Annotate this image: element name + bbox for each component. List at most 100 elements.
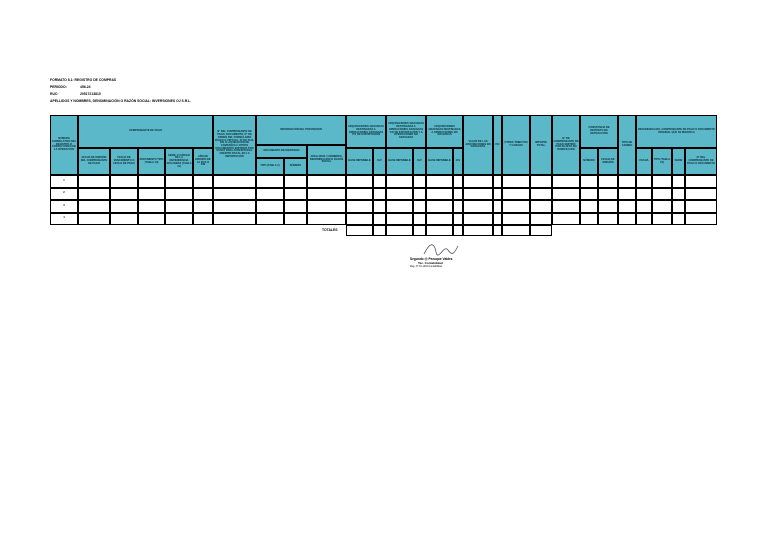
body-cell [552, 212, 580, 225]
body-cell [165, 200, 193, 213]
column-header: IGV [373, 148, 386, 175]
body-cell [598, 212, 618, 225]
column-header: DOCUMENTO DE IDENTIDAD [256, 145, 307, 158]
body-cell [652, 200, 672, 213]
body-cell [672, 187, 685, 200]
body-cell [580, 200, 598, 213]
body-cell [110, 212, 138, 225]
body-cell [636, 187, 652, 200]
body-cell [213, 200, 256, 213]
totals-label: TOTALES [322, 228, 338, 232]
body-cell [552, 200, 580, 213]
body-cell [598, 187, 618, 200]
body-cell [463, 187, 493, 200]
totals-cell [493, 225, 502, 236]
body-cell [413, 175, 426, 188]
body-cell [307, 175, 346, 188]
body-cell [453, 200, 463, 213]
body-cell [213, 175, 256, 188]
body-cell [193, 187, 213, 200]
body-cell [453, 175, 463, 188]
body-cell [636, 200, 652, 213]
column-header: SERIE [672, 148, 685, 175]
body-cell [552, 175, 580, 188]
body-cell [598, 175, 618, 188]
body-cell [618, 175, 636, 188]
body-cell [138, 187, 165, 200]
body-cell [453, 187, 463, 200]
body-cell [530, 187, 552, 200]
column-header: REFERENCIA DEL COMPROBANTE DE PAGO O DOC… [636, 115, 717, 148]
body-cell [426, 175, 453, 188]
totals-cell [346, 225, 373, 236]
column-header: IMPORTE TOTAL [530, 115, 552, 175]
body-cell [110, 200, 138, 213]
body-cell [78, 212, 110, 225]
body-cell [78, 200, 110, 213]
body-cell [580, 175, 598, 188]
totals-cell [426, 225, 453, 236]
body-cell [110, 187, 138, 200]
body-cell [502, 187, 530, 200]
body-cell [493, 187, 502, 200]
column-header: FECHA DE EMISIÓN DEL COMPROBANTE DE PAGO [78, 148, 110, 175]
body-cell [165, 212, 193, 225]
body-cell [138, 212, 165, 225]
column-header: BASE IMPONIBLE [386, 148, 413, 175]
body-cell [213, 187, 256, 200]
column-header: BASE IMPONIBLE [346, 148, 373, 175]
column-header: AÑO DE EMISIÓN DE LA DUA O DSI [193, 148, 213, 175]
body-cell [463, 200, 493, 213]
column-header: INFORMACIÓN DEL PROVEEDOR [256, 115, 346, 145]
body-cell [493, 175, 502, 188]
column-header: ADQUISICIONES GRAVADAS DESTINADAS A OPER… [386, 115, 426, 148]
body-cell [580, 212, 598, 225]
body-cell [672, 200, 685, 213]
body-cell [463, 175, 493, 188]
body-cell [386, 175, 413, 188]
body-cell [373, 200, 386, 213]
periodo-value: 456-24 [80, 85, 91, 89]
column-header: DOCUMENTO TIPO (TABLA 10) [138, 148, 165, 175]
column-header: NÚMERO [284, 158, 307, 175]
body-cell [346, 175, 373, 188]
body-cell [530, 212, 552, 225]
body-cell [493, 200, 502, 213]
column-header: N° DE COMPROBANTE DE PAGO EMITIDO POR SU… [552, 115, 580, 175]
body-cell [256, 212, 284, 225]
column-header: IGV [453, 148, 463, 175]
body-cell [652, 187, 672, 200]
column-header: CONSTANCIA DE DEPÓSITO DE DETRACCIÓN [580, 115, 618, 148]
razon-social: APELLIDOS Y NOMBRES, DENOMINACIÓN O RAZÓ… [50, 99, 192, 103]
body-cell [307, 187, 346, 200]
column-header: TIPO (TABLA 10) [652, 148, 672, 175]
signature-role: Tec. Contabilidad [418, 261, 443, 265]
body-cell [256, 200, 284, 213]
body-cell [598, 200, 618, 213]
column-header: IGV [413, 148, 426, 175]
body-cell [193, 212, 213, 225]
body-cell [165, 187, 193, 200]
body-cell [618, 200, 636, 213]
body-cell [193, 175, 213, 188]
body-cell [284, 200, 307, 213]
body-cell [618, 212, 636, 225]
body-cell [284, 187, 307, 200]
body-cell [386, 212, 413, 225]
body-cell [502, 200, 530, 213]
body-cell [685, 187, 717, 200]
body-cell [672, 175, 685, 188]
column-header: N° DEL COMPROBANTE DE PAGO, DOCUMENTO, N… [213, 115, 256, 175]
body-cell [652, 175, 672, 188]
column-header: ISC [493, 115, 502, 175]
totals-cell [386, 225, 413, 236]
body-cell [284, 212, 307, 225]
body-cell [502, 212, 530, 225]
body-cell [413, 187, 426, 200]
body-cell [284, 175, 307, 188]
column-header: VALOR DE LAS ADQUISICIONES NO GRAVADAS [463, 115, 493, 175]
body-cell [373, 187, 386, 200]
body-cell [618, 187, 636, 200]
column-header: ADQUISICIONES GRAVADAS DESTINADAS A OPER… [346, 115, 386, 148]
